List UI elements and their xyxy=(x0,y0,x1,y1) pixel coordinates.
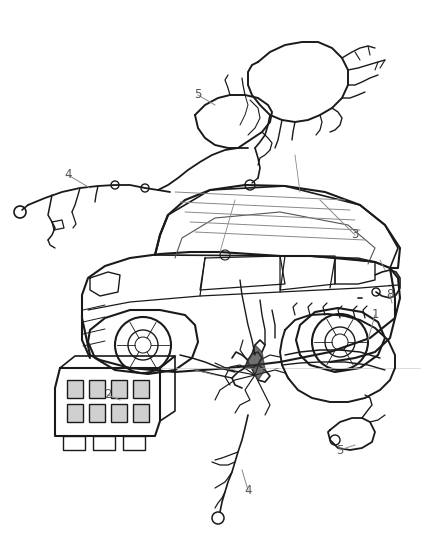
Bar xyxy=(89,380,105,398)
Bar xyxy=(133,380,149,398)
Bar xyxy=(67,380,83,398)
Text: 4: 4 xyxy=(64,168,72,182)
Text: 2: 2 xyxy=(104,389,112,401)
Text: 8: 8 xyxy=(386,288,394,302)
Bar xyxy=(111,380,127,398)
Polygon shape xyxy=(245,345,265,380)
Text: 5: 5 xyxy=(336,443,344,456)
Bar xyxy=(89,404,105,422)
Text: 3: 3 xyxy=(351,229,359,241)
Bar xyxy=(133,404,149,422)
Text: 5: 5 xyxy=(194,88,201,101)
Bar xyxy=(111,404,127,422)
Text: 1: 1 xyxy=(371,309,379,321)
Bar xyxy=(67,404,83,422)
Text: 4: 4 xyxy=(244,483,252,497)
